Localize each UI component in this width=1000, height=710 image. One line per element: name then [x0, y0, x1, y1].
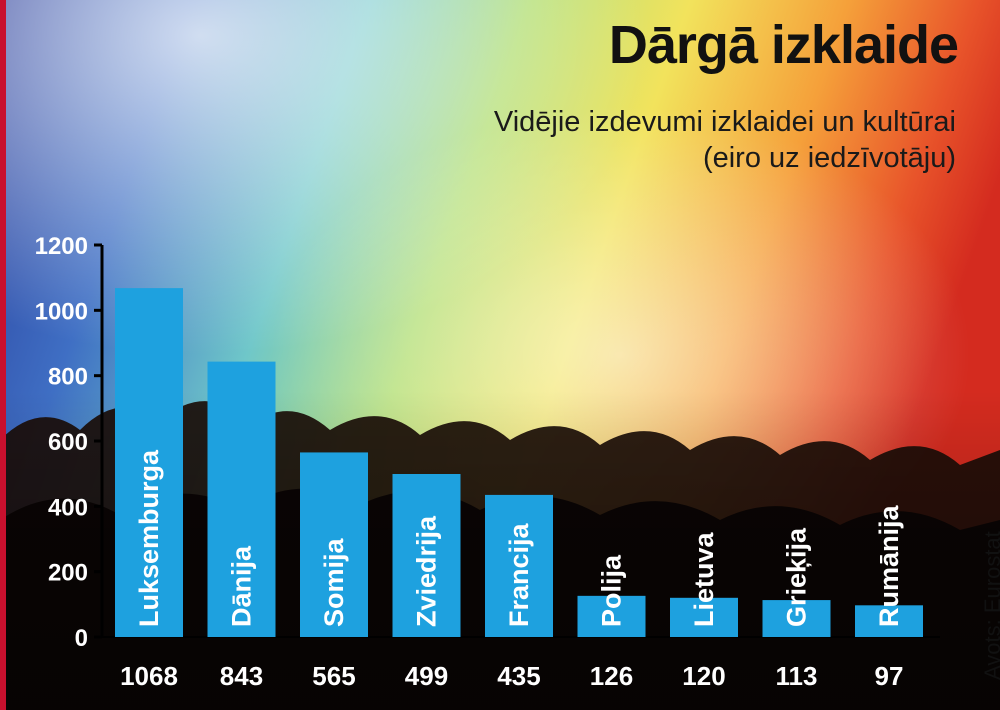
- bar: [762, 600, 831, 637]
- value-label: 113: [776, 661, 818, 691]
- category-label: Zviedrija: [412, 515, 442, 627]
- value-label: 565: [312, 661, 355, 691]
- subtitle-line-1: Vidējie izdevumi izklaidei un kultūrai: [493, 106, 956, 138]
- category-label: Grieķija: [782, 527, 812, 627]
- y-tick-label: 400: [48, 494, 88, 521]
- bar: [115, 288, 183, 637]
- value-label: 120: [682, 661, 725, 691]
- bars: [115, 288, 923, 637]
- chart-title: Dārgā izklaide: [608, 15, 959, 75]
- bar: [207, 361, 276, 637]
- bar: [485, 494, 553, 637]
- bar: [577, 595, 646, 637]
- bar: [300, 452, 368, 637]
- bar: [392, 473, 461, 637]
- value-label: 499: [405, 661, 448, 691]
- y-tick-label: 600: [48, 429, 88, 456]
- value-label: 126: [590, 661, 633, 691]
- category-label: Francija: [504, 522, 534, 627]
- y-tick-label: 800: [48, 364, 88, 391]
- bar: [670, 597, 738, 637]
- accent-edge: [0, 0, 6, 710]
- value-label: 435: [497, 661, 540, 691]
- source-note: Avots: Eurostat: [980, 531, 1000, 680]
- value-label: 843: [220, 661, 263, 691]
- y-tick-label: 0: [75, 625, 88, 652]
- category-label: Luksemburga: [134, 449, 164, 627]
- category-label: Polija: [597, 554, 627, 627]
- bar-labels: Luksemburga 1068 Dānija 843 Somija 565 Zviedri…: [120, 449, 904, 691]
- value-label: 97: [875, 661, 904, 691]
- category-label: Somija: [319, 537, 349, 627]
- category-label: Rumānija: [874, 504, 904, 627]
- category-label: Dānija: [227, 545, 257, 627]
- chart-subtitle: Vidējie izdevumi izklaidei un kultūrai (…: [494, 104, 956, 176]
- y-tick-label: 1000: [35, 298, 88, 325]
- subtitle-line-2: (eiro uz iedzīvotāju): [702, 142, 956, 174]
- y-tick-label: 200: [48, 560, 88, 587]
- y-tick-label: 1200: [35, 233, 88, 260]
- value-label: 1068: [120, 661, 178, 691]
- bar: [855, 605, 923, 637]
- category-label: Lietuva: [689, 531, 719, 627]
